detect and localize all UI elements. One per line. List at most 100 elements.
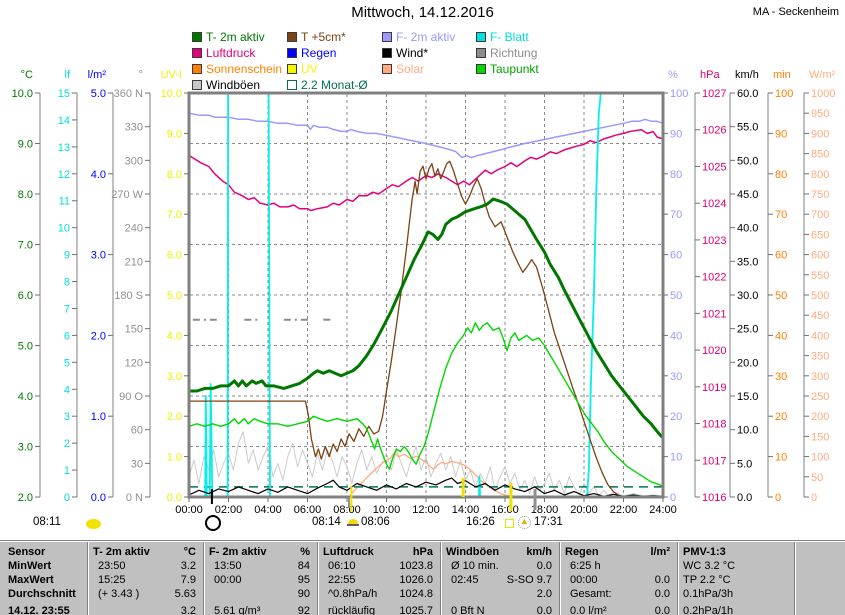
legend-swatch-icon <box>287 48 297 58</box>
legend-label: Solar <box>396 62 425 76</box>
y-tick-label: 210 <box>125 256 143 268</box>
series-windb-en <box>189 431 663 497</box>
table-cell-text: 5.61 g/m³ <box>214 605 261 615</box>
axis-: 360 N 330 300 270 W 240 210 180 S 150 120 90 O 60 3… <box>111 69 151 504</box>
table-cell-value: 1024.8 <box>399 588 433 600</box>
table-cell-text: rückläufig <box>328 605 376 615</box>
table-cell-value: 7.9 <box>180 574 196 586</box>
table-cell-text: 22:55 <box>328 574 356 586</box>
table-cell-value: 2.0 <box>536 588 552 600</box>
legend-label: UV <box>301 62 318 76</box>
legend-item-luftdruck: Luftdruck <box>192 45 287 61</box>
legend-label: F- Blatt <box>490 30 529 44</box>
table-cell-text: 02:45 <box>451 574 479 586</box>
table-column-divider <box>440 542 442 615</box>
y-tick-label: 50 <box>670 290 682 302</box>
y-tick-label: 850 <box>811 149 829 161</box>
y-tick-label: 45.0 <box>737 189 758 201</box>
table-column-divider <box>677 542 679 615</box>
y-tick-label: 9 <box>64 250 70 262</box>
y-tick-label: 15.0 <box>737 391 758 403</box>
y-tick-label: 12 <box>58 169 70 181</box>
y-tick-label: 25.0 <box>737 324 758 336</box>
y-tick-label: 55.0 <box>737 122 758 134</box>
y-tick-label: 6.0 <box>167 250 182 262</box>
y-tick-label: 270 W <box>111 189 143 201</box>
axis-unit-label: km/h <box>735 69 759 81</box>
legend-label: 2.2 Monat-Ø <box>301 78 368 92</box>
y-tick-label: 60.0 <box>737 88 758 100</box>
full-moon-icon <box>205 515 221 531</box>
sunset-icon <box>505 519 514 528</box>
table-col-unit: % <box>300 546 310 558</box>
legend-label: Regen <box>301 46 337 60</box>
table-col-unit: °C <box>183 546 196 558</box>
legend-swatch-icon <box>476 48 486 58</box>
legend-item-taupunkt: Taupunkt <box>476 61 571 77</box>
y-tick-label: 1016 <box>702 492 726 504</box>
legend-swatch-icon <box>382 32 392 42</box>
legend-swatch-icon <box>192 48 202 58</box>
x-axis: 00:00 02:00 04:00 06:00 08:00 10:00 12:00 14:00… <box>175 498 677 516</box>
y-tick-label: 0 <box>775 492 781 504</box>
table-cell-text: (+ 3.43 ) <box>98 588 140 600</box>
legend-swatch-icon <box>382 48 392 58</box>
y-tick-label: 0.0 <box>91 492 106 504</box>
legend-item-t-5cm: T +5cm* <box>287 29 382 45</box>
axis-unit-label: hPa <box>700 69 720 81</box>
table-cell-value: 0.0 <box>654 605 670 615</box>
y-tick-label: 4.0 <box>18 391 33 403</box>
legend-swatch-icon <box>192 32 202 42</box>
table-col-header-luftdruck: Luftdruck <box>323 546 374 558</box>
x-tick-label: 18:00 <box>531 504 559 516</box>
legend-label: T +5cm* <box>301 30 346 44</box>
legend-swatch-icon <box>476 64 486 74</box>
table-cell-text: Ø 10 min. <box>451 560 499 572</box>
y-tick-label: 1017 <box>702 455 726 467</box>
axis-c: 10.0 9.0 8.0 7.0 6.0 5.0 4.0 3.0 2.0 °C <box>12 69 41 504</box>
legend-label: T- 2m aktiv <box>206 30 265 44</box>
y-tick-label: 7.0 <box>167 209 182 221</box>
axis-unit-label: lf <box>65 69 71 81</box>
legend-label: Wind* <box>396 46 429 60</box>
y-tick-label: 400 <box>811 330 829 342</box>
legend-label: Sonnenschein <box>206 62 283 76</box>
y-tick-label: 6.0 <box>18 290 33 302</box>
table-cell-text: 00:00 <box>214 574 242 586</box>
table-cell-text: TP 2.2 °C <box>683 574 731 586</box>
table-cell-value: 0.0 <box>536 560 552 572</box>
table-col-header-pmv-1-3: PMV-1:3 <box>683 546 726 558</box>
table-cell-value: 1026.0 <box>399 574 433 586</box>
series-solar <box>189 451 663 498</box>
y-tick-label: 30 <box>670 371 682 383</box>
y-tick-label: 70 <box>775 209 787 221</box>
axis-unit-label: °C <box>21 69 33 81</box>
y-tick-label: 1020 <box>702 345 726 357</box>
y-tick-label: 80 <box>775 169 787 181</box>
y-tick-label: 60 <box>670 250 682 262</box>
table-cell-text: 0 Bft N <box>451 605 485 615</box>
y-tick-label: 7.0 <box>18 240 33 252</box>
y-tick-label: 20 <box>670 411 682 423</box>
y-tick-label: 10.0 <box>737 425 758 437</box>
table-column-divider <box>317 542 319 615</box>
y-tick-label: 100 <box>670 88 688 100</box>
moonrise-icon: ▲ <box>518 516 531 529</box>
legend-item-regen: Regen <box>287 45 382 61</box>
table-cell-text: 13:50 <box>214 560 242 572</box>
axis-unit-label: UV-I <box>161 69 182 81</box>
y-tick-label: 90 <box>670 128 682 140</box>
y-tick-label: 20 <box>775 411 787 423</box>
y-tick-label: 5.0 <box>18 341 33 353</box>
y-tick-label: 1022 <box>702 272 726 284</box>
series-wind <box>189 477 663 497</box>
table-cell-text: 6:25 h <box>570 560 601 572</box>
y-tick-label: 5.0 <box>91 88 106 100</box>
table-cell-value: 95 <box>297 574 310 586</box>
weather-chart: 00:00 02:00 04:00 06:00 08:00 10:00 12:00 14:00… <box>12 69 836 516</box>
y-tick-label: 7 <box>64 303 70 315</box>
table-row-label: MaxWert <box>8 574 54 586</box>
table-cell-text: 0.1hPa/3h <box>683 588 734 600</box>
